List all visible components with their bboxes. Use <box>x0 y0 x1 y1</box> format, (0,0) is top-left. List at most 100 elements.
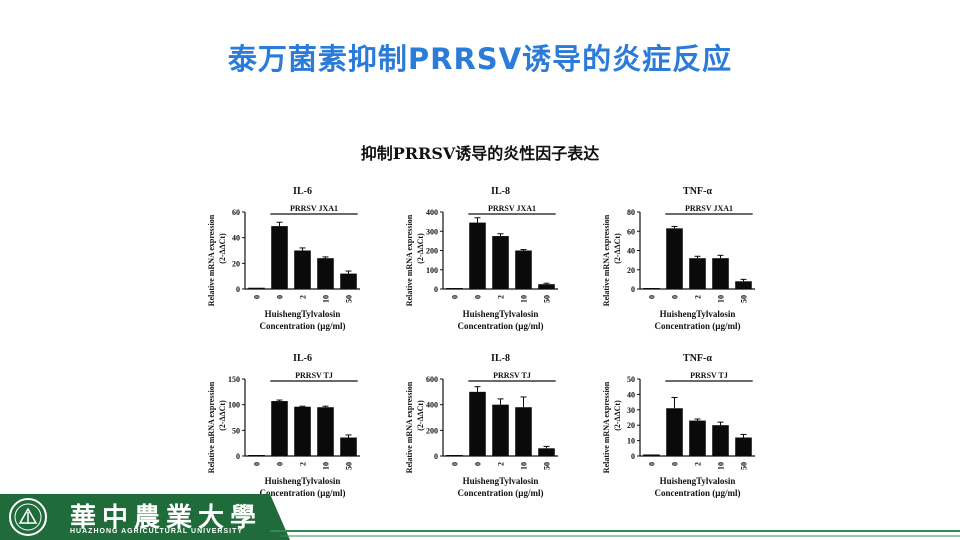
x-tick-label: 50 <box>543 462 552 470</box>
treatment-label: PRRSV JXA1 <box>685 204 733 213</box>
x-axis-label-unit: Concentration (µg/ml) <box>655 321 741 331</box>
y-tick-label: 40 <box>627 247 635 256</box>
y-tick-label: 100 <box>426 266 438 275</box>
bar <box>666 408 683 456</box>
x-tick-label: 0 <box>253 462 262 466</box>
y-axis-label-unit: (2-ΔΔCt) <box>218 400 227 431</box>
y-tick-label: 0 <box>236 452 240 461</box>
x-axis-label-unit: Concentration (µg/ml) <box>260 321 346 331</box>
x-tick-label: 0 <box>451 295 460 299</box>
y-axis-label-unit: (2-ΔΔCt) <box>613 400 622 431</box>
university-name-en: HUAZHONG AGRICULTURAL UNIVERSITY <box>70 528 244 535</box>
x-tick-label: 50 <box>740 462 749 470</box>
chart-title: IL-6 <box>293 353 312 364</box>
y-tick-label: 300 <box>426 227 438 236</box>
bar <box>294 250 311 289</box>
x-tick-label: 2 <box>497 462 506 466</box>
y-tick-label: 80 <box>627 208 635 217</box>
y-tick-label: 40 <box>627 390 635 399</box>
x-tick-label: 0 <box>671 295 680 299</box>
bar <box>248 287 265 289</box>
x-axis-label-unit: Concentration (µg/ml) <box>655 488 741 498</box>
bar <box>248 455 265 456</box>
x-tick-label: 0 <box>671 462 680 466</box>
y-tick-label: 200 <box>426 426 438 435</box>
x-tick-label: 50 <box>345 295 354 303</box>
x-tick-label: 10 <box>717 295 726 303</box>
treatment-label: PRRSV TJ <box>295 371 333 380</box>
bar <box>643 454 660 456</box>
y-tick-label: 150 <box>228 375 240 384</box>
bar <box>271 401 288 456</box>
y-tick-label: 10 <box>627 437 635 446</box>
bar <box>689 420 706 456</box>
bar <box>317 407 334 456</box>
chart-title: IL-6 <box>293 186 312 197</box>
bar <box>340 437 357 456</box>
bar <box>294 406 311 456</box>
x-axis-label: HuishengTylvalosin <box>463 476 539 486</box>
y-axis-label: Relative mRNA expression <box>207 381 216 473</box>
x-axis-label: HuishengTylvalosin <box>463 309 539 319</box>
y-tick-label: 0 <box>434 285 438 294</box>
treatment-label: PRRSV TJ <box>690 371 728 380</box>
x-tick-label: 10 <box>717 462 726 470</box>
y-tick-label: 50 <box>232 426 240 435</box>
y-tick-label: 20 <box>627 421 635 430</box>
y-axis-label-unit: (2-ΔΔCt) <box>416 233 425 264</box>
x-tick-label: 0 <box>474 295 483 299</box>
x-tick-label: 2 <box>694 462 703 466</box>
x-axis-label: HuishengTylvalosin <box>265 476 341 486</box>
treatment-label: PRRSV JXA1 <box>488 204 536 213</box>
x-tick-label: 2 <box>497 295 506 299</box>
x-tick-label: 50 <box>345 462 354 470</box>
bar <box>712 425 729 456</box>
x-tick-label: 0 <box>648 295 657 299</box>
bar <box>492 236 509 289</box>
y-axis-label-unit: (2-ΔΔCt) <box>613 233 622 264</box>
y-tick-label: 20 <box>627 266 635 275</box>
bar <box>735 281 752 289</box>
y-tick-label: 30 <box>627 406 635 415</box>
x-tick-label: 10 <box>520 295 529 303</box>
x-tick-label: 0 <box>648 462 657 466</box>
treatment-label: PRRSV JXA1 <box>290 204 338 213</box>
x-axis-label-unit: Concentration (µg/ml) <box>458 488 544 498</box>
x-tick-label: 10 <box>322 462 331 470</box>
y-tick-label: 400 <box>426 401 438 410</box>
bar <box>735 437 752 456</box>
x-tick-label: 10 <box>322 295 331 303</box>
y-axis-label: Relative mRNA expression <box>602 214 611 306</box>
y-tick-label: 100 <box>228 401 240 410</box>
x-axis-label: HuishengTylvalosin <box>660 476 736 486</box>
chart-title: IL-8 <box>491 353 510 364</box>
bar <box>446 288 463 289</box>
y-axis-label: Relative mRNA expression <box>602 381 611 473</box>
bar <box>469 391 486 456</box>
bar <box>317 258 334 289</box>
y-axis-label: Relative mRNA expression <box>405 381 414 473</box>
x-tick-label: 0 <box>253 295 262 299</box>
y-tick-label: 0 <box>631 285 635 294</box>
bar <box>271 226 288 289</box>
y-axis-label-unit: (2-ΔΔCt) <box>218 233 227 264</box>
bar <box>469 222 486 289</box>
y-axis-label-unit: (2-ΔΔCt) <box>416 400 425 431</box>
university-name-cn: 華中農業大學 <box>70 503 263 533</box>
x-tick-label: 0 <box>276 295 285 299</box>
y-axis-label: Relative mRNA expression <box>207 214 216 306</box>
chart-title: IL-8 <box>491 186 510 197</box>
y-tick-label: 60 <box>627 227 635 236</box>
x-tick-label: 50 <box>740 295 749 303</box>
y-axis-label: Relative mRNA expression <box>405 214 414 306</box>
x-tick-label: 2 <box>694 295 703 299</box>
x-axis-label: HuishengTylvalosin <box>265 309 341 319</box>
x-axis-label-unit: Concentration (µg/ml) <box>260 488 346 498</box>
y-tick-label: 60 <box>232 208 240 217</box>
